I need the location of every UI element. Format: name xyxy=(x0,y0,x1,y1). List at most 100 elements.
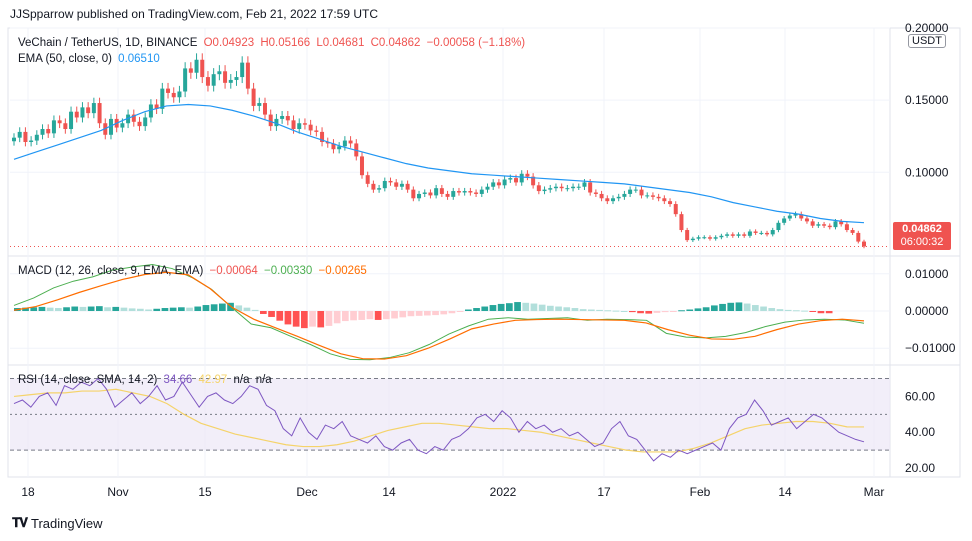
macd-histogram-bar xyxy=(448,311,456,314)
macd-histogram-bar xyxy=(120,307,128,311)
candle-body xyxy=(160,88,165,109)
candle-body xyxy=(496,182,501,186)
candle-body xyxy=(268,114,273,127)
rsi-ma-line xyxy=(13,388,865,453)
candle-body xyxy=(108,118,113,135)
macd-histogram-bar xyxy=(325,311,333,326)
candle-body xyxy=(593,192,598,194)
candle-body xyxy=(223,71,228,83)
macd-histogram-bar xyxy=(251,309,259,311)
candle-body xyxy=(40,129,45,135)
x-tick-label: Mar xyxy=(864,485,885,499)
candle-body xyxy=(827,225,832,228)
candle-body xyxy=(650,195,655,197)
candle-body xyxy=(211,74,216,86)
rsi-legend: RSI (14, close, SMA, 14, 2) 34.66 42.97 … xyxy=(18,374,275,386)
macd-histogram-bar xyxy=(87,306,95,311)
macd-histogram-bar xyxy=(776,309,784,311)
macd-histogram-bar xyxy=(407,311,415,317)
candle-body xyxy=(770,230,775,235)
macd-histogram-bar xyxy=(268,311,275,317)
candle-body xyxy=(776,222,781,231)
open-value: O0.04923 xyxy=(203,37,255,49)
macd-histogram-bar xyxy=(497,303,505,311)
candle-body xyxy=(468,191,473,193)
candle-body xyxy=(713,237,718,239)
macd-histogram-bar xyxy=(506,303,513,311)
candle-body xyxy=(725,234,730,236)
rsi-label[interactable]: RSI (14, close, SMA, 14, 2) xyxy=(18,374,158,386)
candle-body xyxy=(747,231,752,236)
candle-body xyxy=(862,241,866,247)
candle-body xyxy=(251,88,256,106)
candle-body xyxy=(605,198,610,202)
ema-legend: EMA (50, close, 0) 0.06510 xyxy=(18,53,163,65)
macd-histogram-bar xyxy=(292,311,300,327)
rsi-tick-label: 60.00 xyxy=(905,389,935,403)
footer-brand[interactable]: TradingView xyxy=(31,515,103,531)
macd-histogram-bar xyxy=(571,308,579,311)
candle-body xyxy=(337,146,342,150)
macd-histogram-bar xyxy=(432,311,439,316)
candle-body xyxy=(57,120,62,124)
candle-body xyxy=(63,123,68,130)
candle-body xyxy=(74,111,79,118)
currency-badge[interactable]: USDT xyxy=(908,34,946,48)
macd-histogram-bar xyxy=(817,311,825,314)
candle-body xyxy=(183,68,188,92)
low-value: L0.04681 xyxy=(316,37,365,49)
macd-histogram-bar xyxy=(645,311,653,314)
macd-histogram-bar xyxy=(760,306,767,311)
candle-body xyxy=(531,176,536,186)
candle-body xyxy=(685,230,690,241)
macd-histogram-bar xyxy=(145,309,152,311)
rsi-na-2: n/a xyxy=(255,374,272,386)
candle-body xyxy=(850,230,855,233)
candle-body xyxy=(34,134,39,141)
macd-histogram-bar xyxy=(670,311,677,312)
candle-body xyxy=(485,186,490,190)
x-tick-label: Feb xyxy=(690,485,711,499)
x-tick-label: 17 xyxy=(597,485,611,499)
rsi-ma-value: 42.97 xyxy=(198,374,228,386)
main-legend: VeChain / TetherUS, 1D, BINANCE O0.04923… xyxy=(18,37,528,49)
last-price-tag: 0.04862 06:00:32 xyxy=(893,222,951,250)
macd-histogram-bar xyxy=(825,311,833,314)
rsi-tick-label: 40.00 xyxy=(905,425,935,439)
macd-histogram-bar xyxy=(727,302,735,311)
macd-histogram-bar xyxy=(161,308,169,311)
ema-label[interactable]: EMA (50, close, 0) xyxy=(18,53,112,65)
candle-body xyxy=(240,62,245,78)
candle-body xyxy=(553,186,558,189)
macd-tick-label: 0.00000 xyxy=(905,304,949,318)
macd-histogram-bar xyxy=(186,307,193,311)
candle-body xyxy=(844,224,849,231)
x-tick-label: Nov xyxy=(107,485,128,499)
candle-body xyxy=(856,232,861,242)
candle-body xyxy=(576,186,581,188)
macd-histogram-bar xyxy=(219,303,226,311)
rsi-tick-label: 20.00 xyxy=(905,461,935,475)
candle-body xyxy=(588,182,593,193)
candle-body xyxy=(314,130,319,132)
high-value: H0.05166 xyxy=(260,37,311,49)
candle-body xyxy=(97,103,102,124)
candle-body xyxy=(29,140,34,142)
macd-histogram-bar xyxy=(260,311,267,314)
candle-body xyxy=(707,237,712,239)
symbol-label[interactable]: VeChain / TetherUS, 1D, BINANCE xyxy=(18,37,198,49)
candle-body xyxy=(536,185,541,192)
macd-histogram-bar xyxy=(137,308,144,311)
candle-body xyxy=(285,116,290,121)
macd-histogram-bar xyxy=(169,307,177,311)
candle-body xyxy=(610,198,615,202)
macd-value: −0.00330 xyxy=(264,265,313,277)
candle-body xyxy=(793,214,798,216)
candle-body xyxy=(679,214,684,231)
x-tick-label: 2022 xyxy=(490,485,517,499)
candle-body xyxy=(257,103,262,106)
candle-body xyxy=(12,137,16,142)
candle-body xyxy=(131,114,136,122)
macd-label[interactable]: MACD (12, 26, close, 9, EMA, EMA) xyxy=(18,265,204,277)
